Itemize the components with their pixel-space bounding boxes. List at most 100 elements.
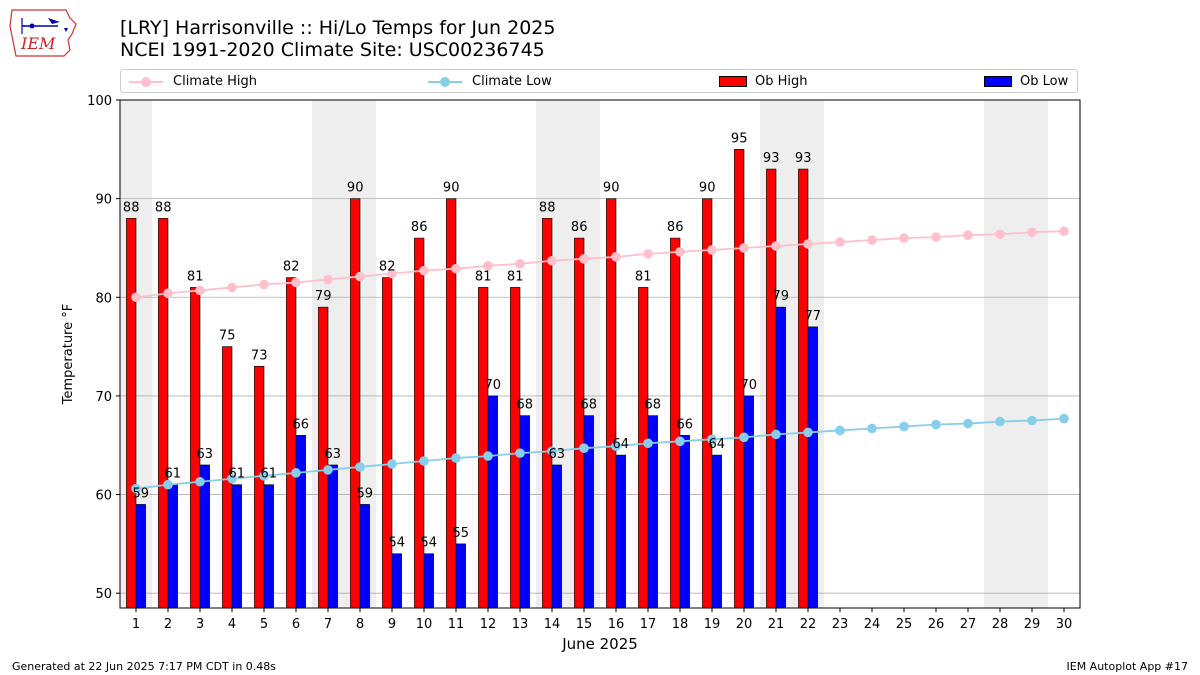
x-tick-label: 22 — [800, 617, 817, 632]
ob-low-data-label: 61 — [165, 467, 182, 482]
ob-high-data-label: 82 — [379, 260, 396, 275]
climate-low-point-day-28 — [995, 416, 1005, 427]
climate-high-point-day-14 — [547, 255, 557, 266]
ob-low-data-label: 64 — [613, 437, 630, 452]
ob-high-data-label: 79 — [315, 289, 332, 304]
climate-low-point-day-5 — [259, 471, 269, 481]
ob-low-data-label: 61 — [261, 467, 278, 482]
ob-high-data-label: 95 — [731, 131, 748, 146]
chart-title: [LRY] Harrisonville :: Hi/Lo Temps for J… — [120, 17, 555, 61]
climate-high-point-day-8 — [355, 271, 365, 282]
climate-low-point-day-20 — [739, 432, 749, 443]
x-tick-label: 18 — [672, 617, 689, 632]
climate-low-point-day-25 — [899, 421, 909, 432]
ob-low-bar-day-13 — [519, 415, 530, 609]
ob-high-data-label: 90 — [347, 181, 364, 196]
climate-high-point-day-9 — [387, 268, 397, 279]
x-tick-label: 13 — [512, 617, 529, 632]
ob-low-bar-day-6 — [295, 435, 306, 609]
climate-high-point-day-18 — [675, 247, 685, 257]
ob-high-data-label: 88 — [155, 200, 172, 215]
ob-high-data-label: 93 — [795, 151, 812, 166]
y-tick-label: 90 — [95, 193, 112, 208]
climate-low-point-day-14 — [547, 446, 557, 456]
ob-high-data-label: 90 — [699, 181, 716, 196]
ob-high-bar-day-1 — [126, 218, 137, 609]
climate-high-line — [135, 230, 1065, 299]
ob-low-bar-day-12 — [487, 395, 498, 609]
climate-low-point-day-10 — [419, 456, 429, 466]
iem-logo: IEM — [8, 6, 82, 60]
ob-high-data-label: 81 — [507, 269, 524, 284]
x-tick-label: 14 — [544, 617, 561, 632]
ob-high-data-label: 73 — [251, 348, 268, 363]
ob-low-bar-day-16 — [615, 454, 626, 609]
ob-high-bar-day-5 — [254, 366, 265, 609]
climate-high-point-day-6 — [291, 277, 301, 288]
climate-high-point-day-13 — [515, 258, 525, 269]
title-line-2: NCEI 1991-2020 Climate Site: USC00236745 — [120, 39, 545, 61]
logo-text: IEM — [21, 34, 56, 53]
data-labels-layer: 88 88 81 75 73 82 79 90 82 86 90 81 81 88 86 90 81 86 90 95… — [123, 131, 821, 550]
x-tick-label: 6 — [292, 617, 300, 632]
x-tick-label: 20 — [736, 617, 753, 632]
climate-low-point-day-7 — [323, 465, 333, 475]
ob-low-bar-day-10 — [423, 553, 434, 609]
climate-high-point-day-20 — [739, 243, 749, 253]
ob-low-bar-day-2 — [167, 484, 178, 609]
x-tick-label: 4 — [228, 617, 236, 632]
plot-frame — [119, 99, 1081, 609]
ob-low-bar-day-19 — [711, 454, 722, 609]
ob-low-bar-day-18 — [679, 435, 690, 609]
x-tick-label: 30 — [1056, 617, 1073, 632]
ob-high-bar-day-9 — [382, 277, 393, 609]
climate-low-point-day-27 — [963, 418, 973, 429]
ob-low-swatch — [984, 76, 1012, 87]
ob-low-bar-day-11 — [455, 543, 466, 609]
ob-low-bar-day-3 — [199, 464, 210, 609]
climate-high-point-day-23 — [835, 237, 845, 247]
ob-high-data-label: 90 — [443, 181, 460, 196]
bars-layer — [126, 149, 818, 609]
climate-low-line — [135, 417, 1065, 490]
climate-high-point-day-1 — [131, 292, 141, 303]
legend-label-climate-low: Climate Low — [472, 74, 552, 89]
weekend-shade-day-28 — [984, 100, 1016, 608]
ob-high-swatch — [719, 76, 747, 87]
ob-high-data-label: 86 — [667, 220, 684, 235]
x-tick-label: 24 — [864, 617, 881, 632]
climate-low-point-day-9 — [387, 459, 397, 469]
y-tick-label: 100 — [87, 94, 112, 109]
ob-low-bar-day-4 — [231, 484, 242, 609]
x-tick-label: 28 — [992, 617, 1009, 632]
ob-low-bar-day-9 — [391, 553, 402, 609]
climate-high-point-day-7 — [323, 274, 333, 285]
y-tick-label: 80 — [95, 291, 112, 306]
ob-high-data-label: 82 — [283, 260, 300, 275]
x-tick-label: 15 — [576, 617, 593, 632]
climate-low-point-day-3 — [195, 476, 205, 487]
x-tick-label: 21 — [768, 617, 785, 632]
ob-low-data-label: 63 — [325, 447, 342, 462]
ob-low-bar-day-1 — [135, 504, 146, 609]
ob-low-data-label: 79 — [773, 289, 790, 304]
x-tick-label: 19 — [704, 617, 721, 632]
ob-low-data-label: 59 — [133, 486, 150, 501]
legend-label-ob-high: Ob High — [755, 74, 808, 89]
ob-high-data-label: 93 — [763, 151, 780, 166]
ob-high-bar-day-21 — [766, 168, 777, 609]
x-tick-label: 2 — [164, 617, 172, 632]
climate-high-point-day-15 — [579, 254, 589, 264]
x-tick-label: 16 — [608, 617, 625, 632]
climate-high-point-day-12 — [483, 260, 493, 271]
app-id-label: IEM Autoplot App #17 — [1066, 660, 1189, 673]
ob-high-bar-day-11 — [446, 198, 457, 609]
climate-low-point-day-6 — [291, 468, 301, 478]
ob-low-bar-day-22 — [807, 326, 818, 609]
climate-high-point-day-17 — [643, 249, 653, 259]
x-axis-label: June 2025 — [561, 635, 638, 653]
ob-low-data-label: 77 — [805, 309, 822, 324]
ob-low-bar-day-5 — [263, 484, 274, 609]
climate-low-point-day-8 — [355, 462, 365, 472]
climate-high-point-day-3 — [195, 285, 205, 296]
